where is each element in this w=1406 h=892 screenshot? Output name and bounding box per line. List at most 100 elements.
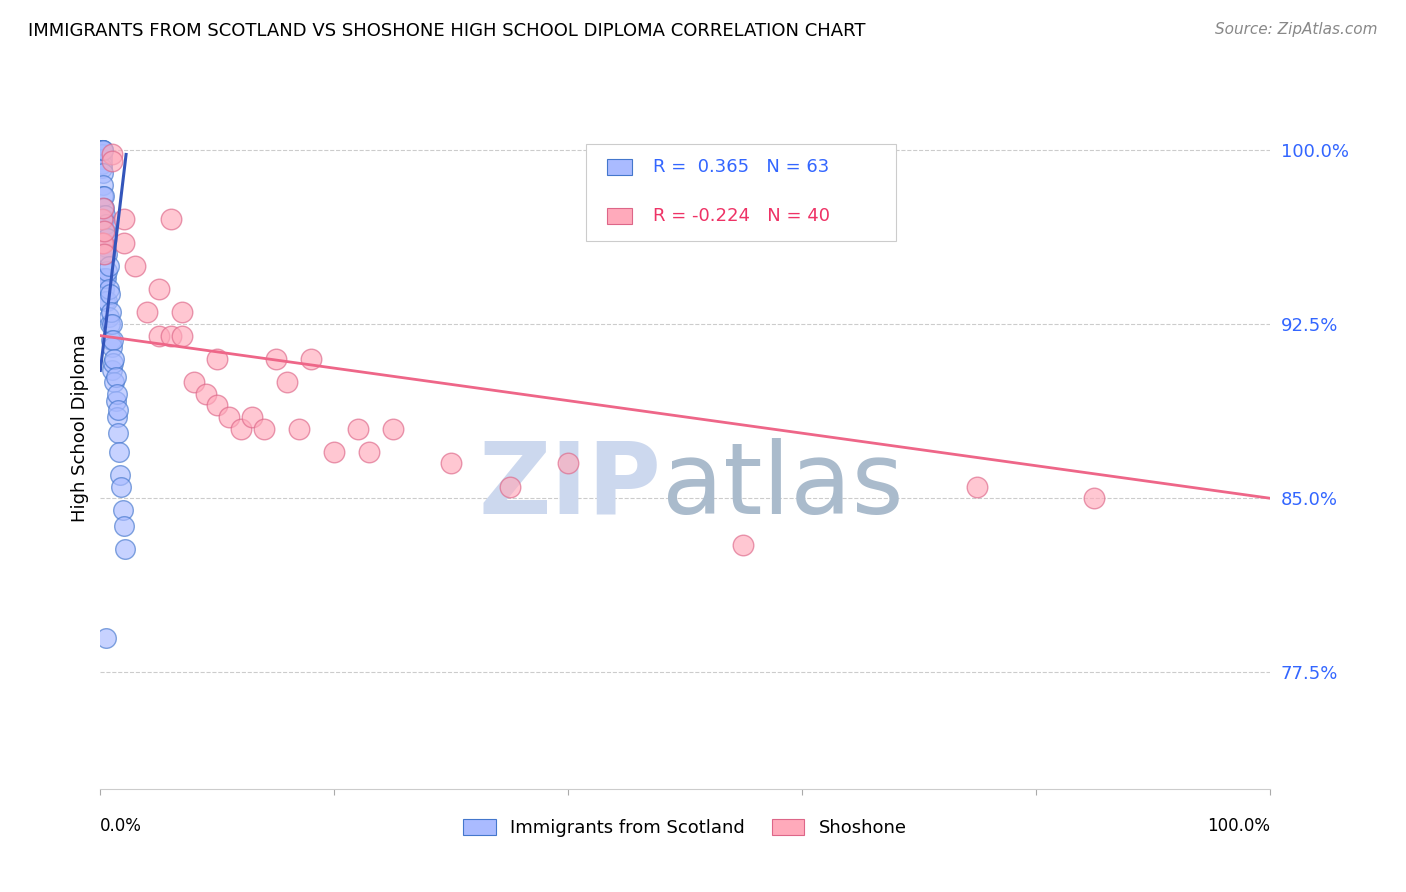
Point	[172, 328, 194, 343]
Point	[94, 208, 117, 222]
FancyBboxPatch shape	[606, 208, 633, 224]
Point	[96, 270, 118, 285]
Point	[299, 351, 322, 366]
Point	[112, 235, 135, 250]
Point	[97, 282, 120, 296]
Point	[97, 310, 120, 324]
Point	[101, 363, 124, 377]
Point	[172, 305, 194, 319]
Point	[91, 178, 114, 192]
Point	[93, 224, 115, 238]
Point	[94, 293, 117, 308]
Point	[159, 212, 181, 227]
Point	[91, 189, 114, 203]
Point	[323, 444, 346, 458]
Point	[104, 393, 127, 408]
Point	[107, 403, 129, 417]
Point	[966, 480, 988, 494]
Point	[557, 456, 579, 470]
Point	[100, 333, 122, 347]
Point	[112, 519, 135, 533]
Text: ZIP: ZIP	[479, 438, 662, 534]
Point	[91, 201, 114, 215]
Point	[108, 444, 131, 458]
Text: 0.0%: 0.0%	[100, 817, 142, 835]
Point	[96, 240, 118, 254]
Point	[90, 143, 112, 157]
Point	[94, 224, 117, 238]
Point	[94, 270, 117, 285]
Point	[346, 421, 368, 435]
Point	[101, 340, 124, 354]
Point	[183, 375, 205, 389]
Point	[218, 409, 240, 424]
Point	[91, 201, 114, 215]
Point	[105, 409, 128, 424]
Point	[288, 421, 311, 435]
Point	[136, 305, 159, 319]
Point	[110, 480, 132, 494]
Point	[101, 317, 124, 331]
Point	[100, 305, 122, 319]
Point	[97, 259, 120, 273]
Point	[114, 542, 136, 557]
Point	[381, 421, 404, 435]
Point	[207, 351, 229, 366]
Point	[90, 161, 112, 176]
Point	[90, 212, 112, 227]
Point	[107, 426, 129, 441]
Point	[103, 375, 125, 389]
Point	[90, 143, 112, 157]
Point	[111, 503, 134, 517]
Point	[93, 224, 115, 238]
Point	[104, 370, 127, 384]
Point	[110, 467, 132, 482]
Point	[98, 286, 121, 301]
Point	[93, 270, 115, 285]
Point	[498, 480, 520, 494]
Point	[264, 351, 287, 366]
Point	[91, 143, 114, 157]
Point	[359, 444, 381, 458]
Point	[96, 293, 118, 308]
Text: IMMIGRANTS FROM SCOTLAND VS SHOSHONE HIGH SCHOOL DIPLOMA CORRELATION CHART: IMMIGRANTS FROM SCOTLAND VS SHOSHONE HIG…	[28, 22, 866, 40]
Point	[96, 263, 118, 277]
Text: atlas: atlas	[662, 438, 903, 534]
Point	[90, 147, 112, 161]
Point	[96, 247, 118, 261]
Point	[276, 375, 298, 389]
Point	[94, 247, 117, 261]
Point	[101, 147, 124, 161]
FancyBboxPatch shape	[606, 160, 633, 175]
Point	[733, 538, 755, 552]
Point	[103, 333, 125, 347]
Point	[91, 143, 114, 157]
FancyBboxPatch shape	[586, 145, 896, 242]
Point	[93, 247, 115, 261]
Point	[98, 317, 121, 331]
Point	[91, 224, 114, 238]
Point	[90, 152, 112, 166]
Text: R = -0.224   N = 40: R = -0.224 N = 40	[654, 207, 831, 225]
Point	[253, 421, 276, 435]
Point	[148, 282, 170, 296]
Point	[96, 231, 118, 245]
Point	[96, 631, 118, 645]
Point	[240, 409, 263, 424]
Point	[124, 259, 146, 273]
Point	[93, 189, 115, 203]
Point	[93, 247, 115, 261]
Point	[90, 143, 112, 157]
Point	[103, 351, 125, 366]
Point	[101, 154, 124, 169]
Legend: Immigrants from Scotland, Shoshone: Immigrants from Scotland, Shoshone	[456, 812, 914, 845]
Point	[194, 386, 217, 401]
Point	[90, 157, 112, 171]
Point	[440, 456, 463, 470]
Point	[90, 235, 112, 250]
Point	[93, 212, 115, 227]
Text: 100.0%: 100.0%	[1206, 817, 1270, 835]
Point	[1083, 491, 1105, 506]
Point	[93, 201, 115, 215]
Point	[93, 282, 115, 296]
